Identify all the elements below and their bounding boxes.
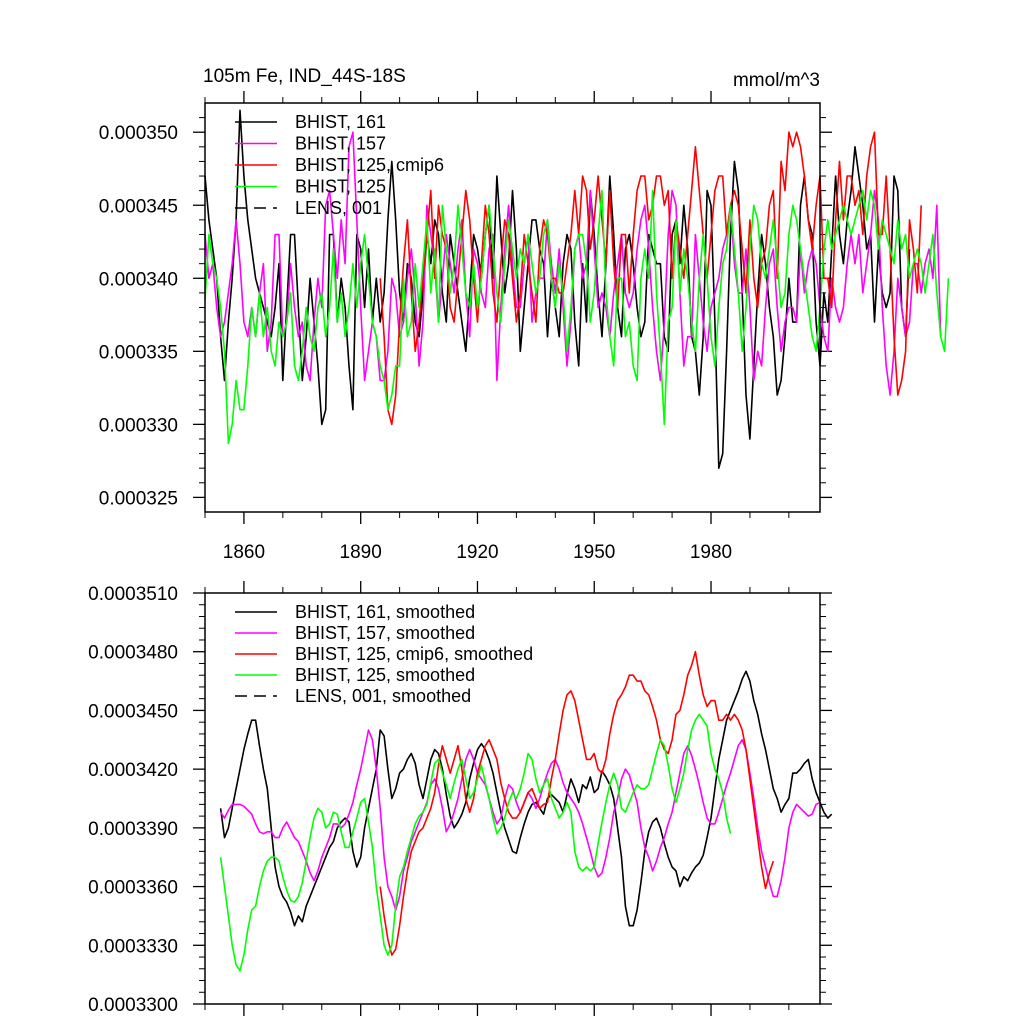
legend-label-0: BHIST, 161, smoothed [295, 602, 475, 622]
y-tick-label: 0.0003360 [88, 878, 178, 899]
y-tick-label: 0.0003450 [88, 701, 178, 722]
x-tick-label: 1920 [456, 542, 498, 563]
legend-label-4: LENS, 001, smoothed [295, 686, 471, 706]
y-tick-label: 0.0003510 [88, 584, 178, 605]
series-line-2 [379, 131, 922, 426]
y-tick-label: 0.0003390 [88, 819, 178, 840]
y-tick-label: 0.000345 [99, 196, 178, 217]
y-tick-label: 0.000335 [99, 342, 178, 363]
x-tick-label: 1980 [690, 542, 732, 563]
y-tick-label: 0.0003480 [88, 643, 178, 664]
bottom-panel: 0.0003300 0.0003330 0.0003360 0.0003390 0.00… [88, 581, 833, 1016]
legend-label-2: BHIST, 125, cmip6 [295, 155, 444, 175]
x-tick-label: 1860 [223, 542, 265, 563]
legend-label-0: BHIST, 161 [295, 112, 386, 132]
y-tick-label: 0.0003330 [88, 936, 178, 957]
y-tick-label: 0.0003420 [88, 760, 178, 781]
bottom-plot-frame [204, 592, 821, 1005]
y-tick-label: 0.000350 [99, 123, 178, 144]
series-line-3 [204, 189, 950, 445]
units-label: mmol/m^3 [733, 70, 820, 91]
top-panel: 105m Fe, IND_44S-18S mmol/m^3 0.000325 0.… [99, 66, 950, 563]
legend-label-4: LENS, 001 [295, 198, 382, 218]
y-tick-label: 0.000325 [99, 488, 178, 509]
legend-label-3: BHIST, 125, smoothed [295, 665, 475, 685]
series-line-0 [219, 670, 833, 927]
legend-label-3: BHIST, 125 [295, 177, 386, 197]
y-tick-label: 0.000330 [99, 415, 178, 436]
series-line-0 [204, 109, 911, 470]
top-plot-frame [204, 102, 821, 513]
y-tick-label: 0.0003300 [88, 995, 178, 1016]
legend-label-2: BHIST, 125, cmip6, smoothed [295, 644, 533, 664]
chart-title: 105m Fe, IND_44S-18S [203, 66, 406, 87]
x-tick-label: 1950 [573, 542, 615, 563]
x-tick-label: 1890 [340, 542, 382, 563]
y-tick-label: 0.000340 [99, 269, 178, 290]
legend-label-1: BHIST, 157 [295, 134, 386, 154]
series-line-3 [219, 713, 732, 972]
legend-label-1: BHIST, 157, smoothed [295, 623, 475, 643]
series-line-2 [379, 650, 775, 956]
